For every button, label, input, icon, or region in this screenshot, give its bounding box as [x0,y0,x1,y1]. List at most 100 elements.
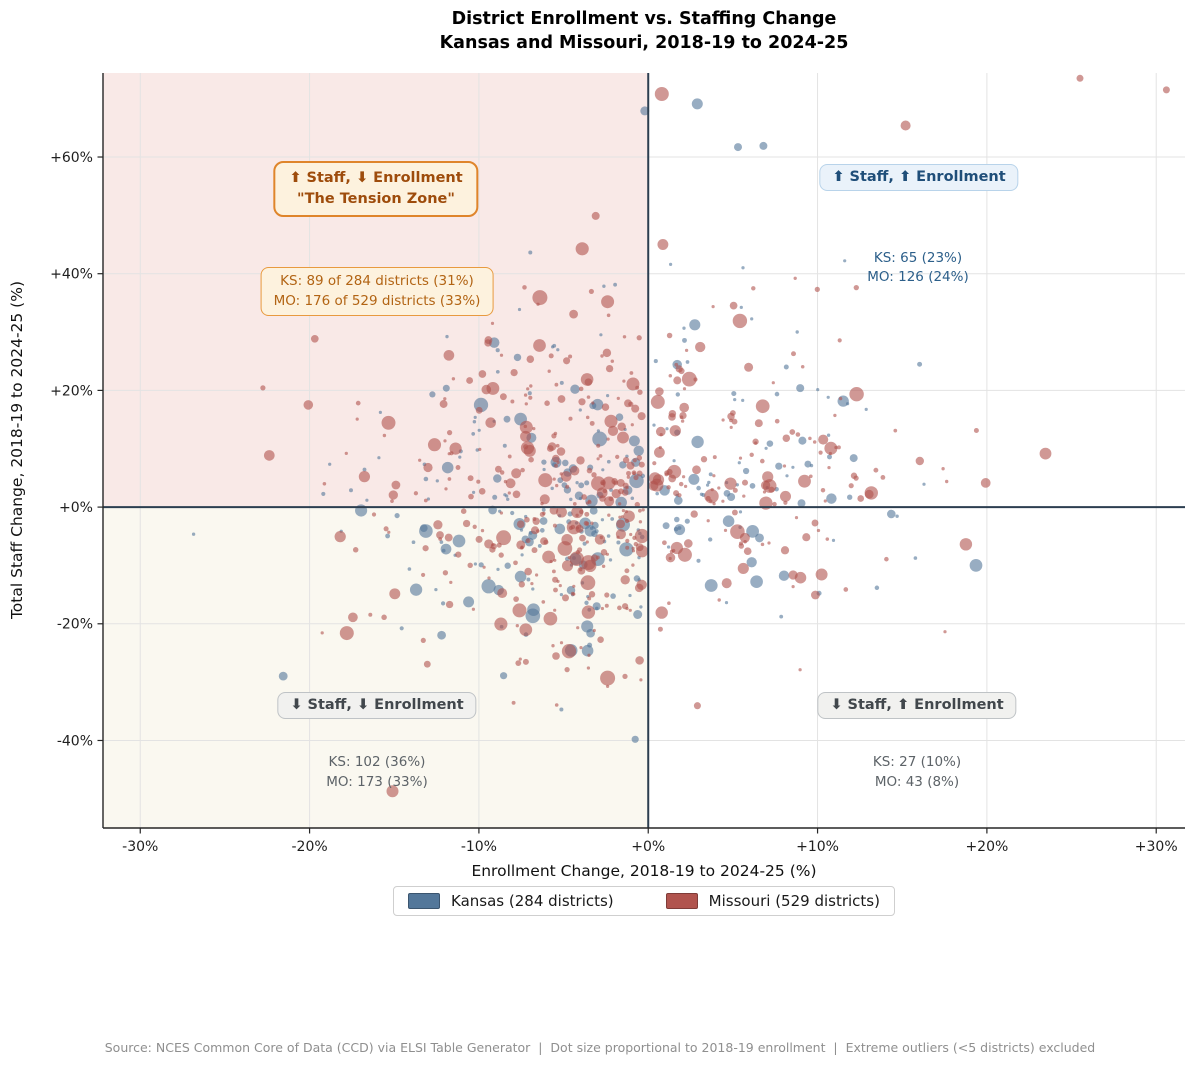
data-point [497,588,508,599]
data-point [721,418,725,422]
data-point [754,419,763,428]
data-point [853,284,859,291]
data-point [541,600,546,604]
data-point [620,515,625,519]
data-point [880,475,886,480]
data-point [610,517,615,521]
data-point [586,395,591,399]
data-point [778,570,790,581]
annot-down-up-stats-line2: MO: 43 (8%) [874,773,960,790]
x-tick-label: -10% [461,839,497,855]
data-point [731,390,737,397]
data-point [513,596,519,602]
data-point [355,417,359,421]
data-point [802,533,811,542]
data-point [613,282,617,287]
data-point [463,596,475,608]
data-point [552,477,556,481]
data-point [780,546,790,555]
data-point [742,467,750,475]
annot-up-up-stats-line2: MO: 126 (24%) [867,268,969,285]
data-point [526,355,535,363]
data-point [738,543,745,549]
data-point [321,491,326,496]
data-point [689,319,701,331]
data-point [553,587,558,593]
data-point [848,483,854,489]
data-point-notable [900,120,911,131]
data-point [519,623,533,637]
data-point [800,365,805,369]
data-point [503,415,511,423]
data-point [471,432,476,436]
data-point [685,360,690,364]
data-point [555,443,560,448]
data-point [495,369,500,374]
data-point [531,587,535,591]
data-point [434,587,438,592]
data-point [639,605,643,609]
data-point [631,470,637,476]
chart-title: District Enrollment vs. Staffing Change … [103,7,1185,55]
data-point [539,517,548,525]
data-point-notable [591,211,600,220]
data-point [597,636,604,643]
data-point [674,516,680,523]
data-point [681,475,686,479]
data-point [782,464,787,468]
data-point [442,570,449,576]
data-point [729,425,733,429]
data-point [751,286,756,291]
data-point [581,494,587,500]
data-point [394,513,400,519]
data-point [578,482,585,489]
data-point [554,463,558,468]
data-point [789,429,796,435]
data-point [589,506,598,515]
kansas-swatch [408,893,441,909]
data-point [637,412,646,421]
data-point [334,530,346,543]
data-point-notable [1076,74,1084,82]
data-point [528,456,534,463]
data-point [717,486,721,490]
data-point [631,563,635,567]
data-point [711,305,715,309]
data-point [815,568,828,581]
data-point [814,286,820,293]
data-point [381,415,396,430]
data-point [495,348,500,353]
data-point [688,473,700,485]
annot-tension-zone-stats: KS: 89 of 284 districts (31%) MO: 176 of… [260,267,494,316]
data-point [850,472,858,479]
data-point [478,487,486,495]
data-point [943,630,947,634]
data-point [666,545,671,549]
data-point [616,478,625,487]
data-point [579,534,586,542]
data-point [564,666,570,673]
data-point [348,612,358,623]
data-point [355,400,361,406]
data-point [569,465,580,476]
data-point [495,465,502,473]
data-point [596,457,600,461]
data-point [631,404,640,413]
data-point [834,445,838,450]
data-point [475,535,483,543]
data-point [433,520,443,530]
data-point [632,458,637,463]
data-point [584,511,590,517]
data-point [618,515,622,519]
data-point [737,562,749,574]
data-point [808,474,813,479]
data-point [539,494,550,505]
data-point [655,426,666,437]
chart-title-line2: Kansas and Missouri, 2018-19 to 2024-25 [439,33,849,53]
data-point [447,452,451,456]
data-point [682,337,687,343]
data-point [818,434,829,445]
data-point [562,459,569,467]
data-point [471,607,476,611]
data-point [622,673,628,680]
